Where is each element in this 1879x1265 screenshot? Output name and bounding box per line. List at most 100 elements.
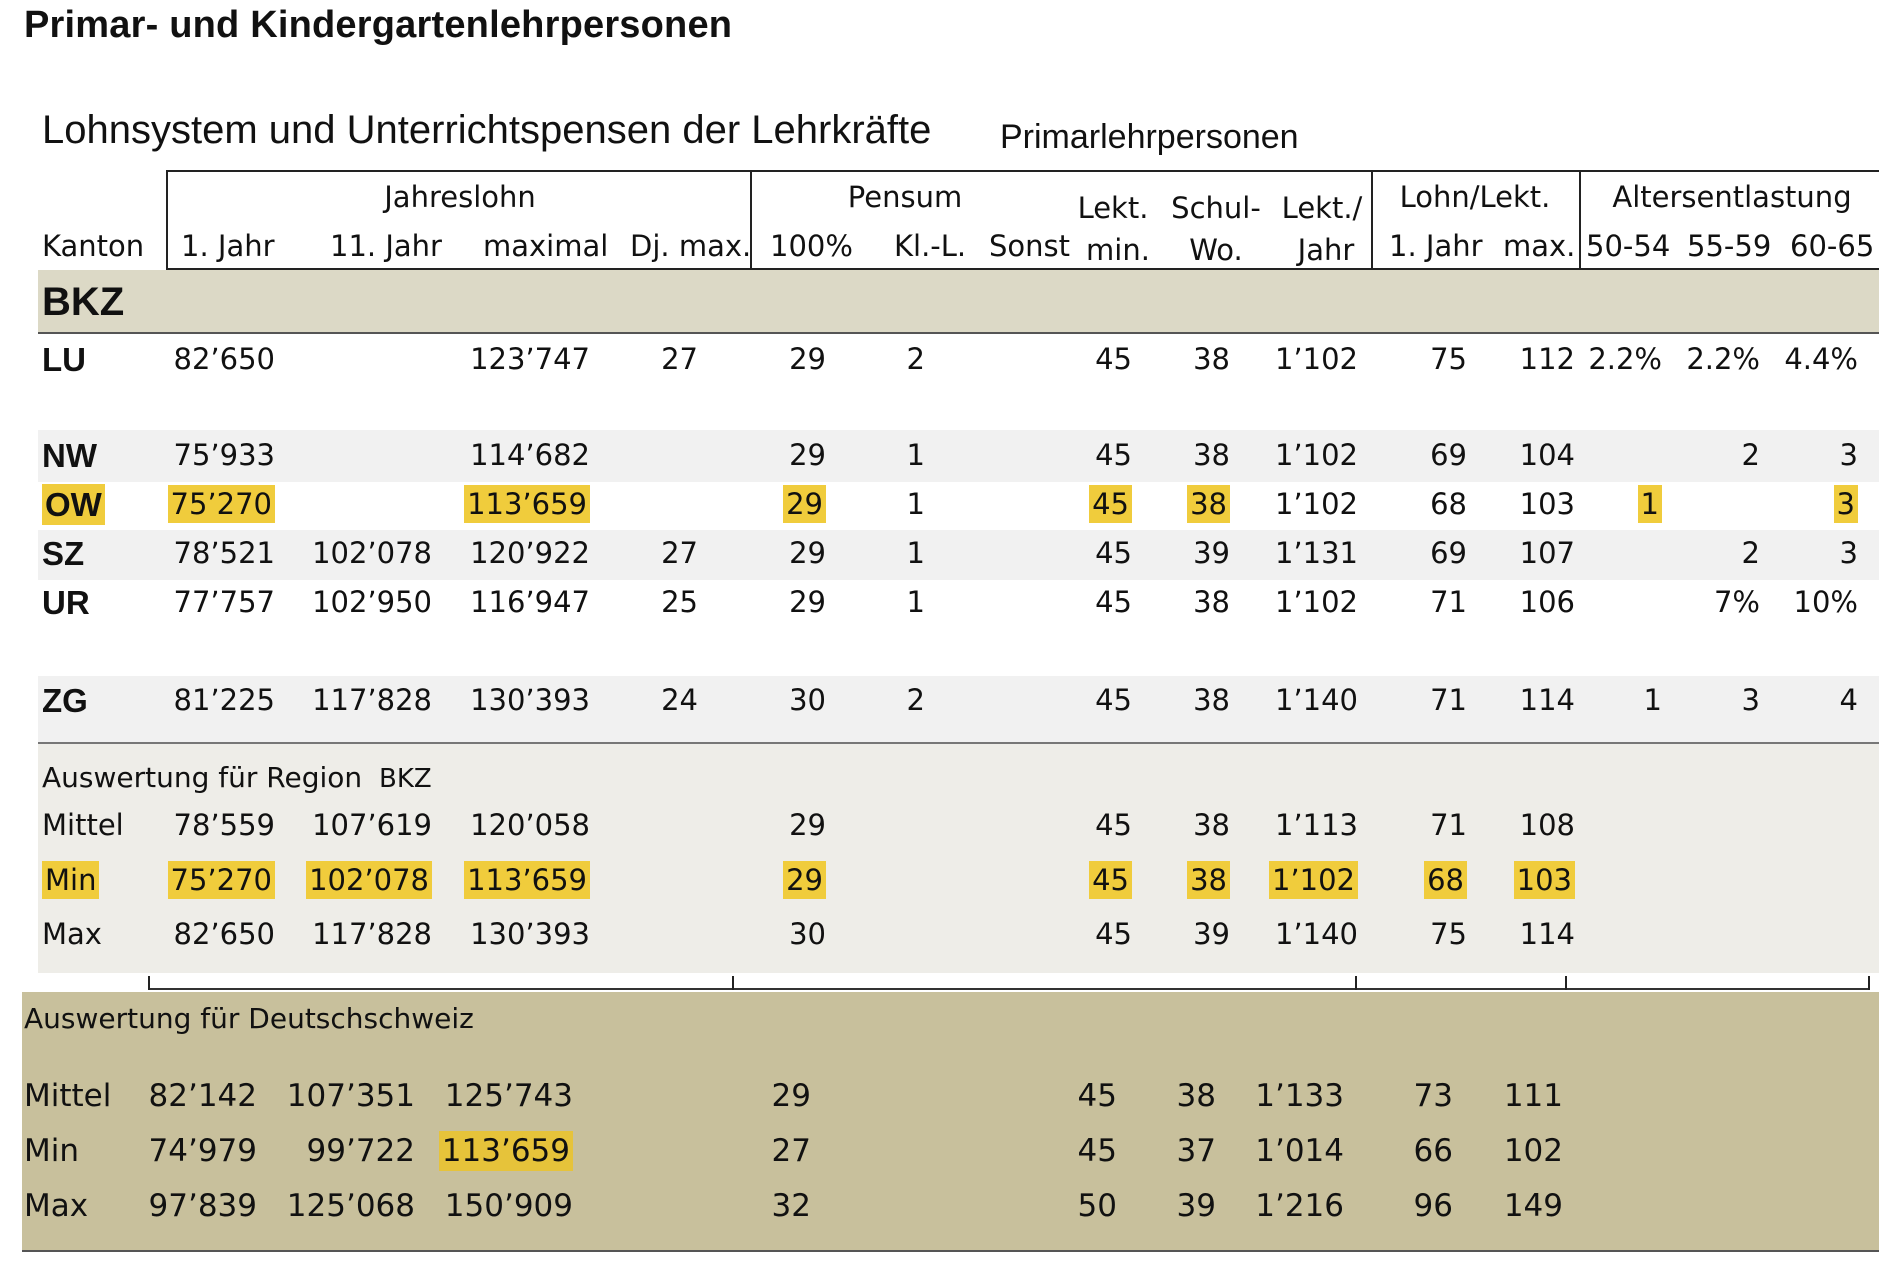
header-lekt-jahr-top: Lekt./	[1281, 191, 1363, 225]
cell-lekt: 45	[1095, 683, 1132, 717]
region-label: BKZ	[42, 280, 125, 324]
cell-lekt-highlight: 45	[1089, 485, 1132, 523]
header-altersentlastung: Altersentlastung	[1612, 180, 1852, 214]
cell-l1: 71	[1430, 585, 1467, 619]
cell-a2: 2	[1741, 536, 1760, 570]
cell-dj: 24	[661, 683, 698, 717]
header-kl-l: Kl.-L.	[894, 229, 967, 263]
ds-bottom-rule	[22, 1250, 1879, 1252]
col-divider-jahreslohn	[750, 170, 752, 270]
ds-cell-j11: 107’351	[286, 1078, 415, 1114]
region-cell-lekt: 45	[1095, 917, 1132, 951]
ds-cell-max: 113’659	[438, 1131, 573, 1171]
cell-l1: 69	[1430, 536, 1467, 570]
header-p100: 100%	[770, 229, 853, 263]
region-cell-lmax: 103	[1513, 861, 1575, 899]
ds-cell-lekt: 45	[1077, 1133, 1117, 1169]
ds-cell-l1: 96	[1413, 1188, 1453, 1224]
kanton-label-highlight: OW	[42, 484, 105, 525]
cell-lmax: 106	[1519, 585, 1575, 619]
region-cell-lekt: 45	[1089, 861, 1132, 899]
cell-l1: 69	[1430, 438, 1467, 472]
region-cell-lmax: 108	[1519, 808, 1575, 842]
region-cell-lj-highlight: 1’102	[1268, 861, 1358, 899]
hidden-tick-2	[732, 976, 734, 990]
cell-kl: 2	[906, 683, 925, 717]
cell-lmax: 107	[1519, 536, 1575, 570]
header-lohn-lekt: Lohn/Lekt.	[1399, 180, 1551, 214]
ds-cell-max: 150’909	[444, 1188, 573, 1224]
ds-cell-p100: 27	[771, 1133, 811, 1169]
cell-j1: 78’521	[173, 536, 275, 570]
region-cell-p100: 29	[789, 808, 826, 842]
region-cell-wo: 39	[1193, 917, 1230, 951]
ds-cell-j1: 74’979	[148, 1133, 257, 1169]
ds-eval-row-label: Min	[24, 1133, 80, 1169]
region-cell-j11: 102’078	[306, 861, 432, 899]
cell-j11: 102’950	[312, 585, 432, 619]
region-cell-max: 130’393	[470, 917, 590, 951]
cell-a3-highlight: 3	[1833, 485, 1858, 523]
cell-j11: 102’078	[312, 536, 432, 570]
cell-a3: 4	[1839, 683, 1858, 717]
cell-kl: 1	[906, 585, 925, 619]
cell-lj: 1’102	[1274, 342, 1358, 376]
cell-lj: 1’102	[1274, 585, 1358, 619]
cell-p100: 29	[789, 536, 826, 570]
cell-j1: 82’650	[173, 342, 275, 376]
cell-dj: 27	[661, 536, 698, 570]
ds-cell-lj: 1’014	[1255, 1133, 1344, 1169]
header-dj-max: Dj. max.	[630, 229, 752, 263]
ds-cell-lekt: 45	[1077, 1078, 1117, 1114]
region-eval-row-label: Max	[42, 917, 102, 951]
header-jahr11: 11. Jahr	[330, 229, 442, 263]
cell-a3: 3	[1833, 485, 1858, 523]
col-divider-kanton	[166, 170, 168, 270]
region-cell-max: 120’058	[470, 808, 590, 842]
cell-a1: 2.2%	[1588, 342, 1662, 376]
cell-lekt: 45	[1095, 438, 1132, 472]
header-bottom-rule	[166, 268, 1879, 270]
region-cell-lj: 1’113	[1274, 808, 1358, 842]
hidden-table-rule	[148, 988, 1870, 990]
cell-p100: 30	[789, 683, 826, 717]
cell-max: 116’947	[470, 585, 590, 619]
region-cell-p100-highlight: 29	[783, 861, 826, 899]
region-cell-max-highlight: 113’659	[464, 861, 590, 899]
cell-j1: 75’270	[167, 485, 275, 523]
cell-p100: 29	[789, 342, 826, 376]
cell-a3: 10%	[1793, 585, 1858, 619]
cell-kl: 2	[906, 342, 925, 376]
region-cell-p100: 29	[783, 861, 826, 899]
cell-a1: 1	[1643, 683, 1662, 717]
ds-cell-j1: 82’142	[148, 1078, 257, 1114]
header-lekt-jahr-bottom: Jahr	[1297, 233, 1355, 267]
region-cell-max: 113’659	[464, 861, 590, 899]
cell-j1: 75’933	[173, 438, 275, 472]
header-maximal: maximal	[483, 229, 609, 263]
cell-dj: 27	[661, 342, 698, 376]
ds-eval-row-label: Mittel	[24, 1078, 112, 1114]
cell-wo: 38	[1187, 485, 1230, 523]
ds-cell-lj: 1’133	[1255, 1078, 1344, 1114]
cell-max: 114’682	[470, 438, 590, 472]
ds-cell-lmax: 149	[1503, 1188, 1563, 1224]
col-divider-pensum	[1371, 170, 1373, 270]
cell-a3: 4.4%	[1784, 342, 1858, 376]
cell-kl: 1	[906, 536, 925, 570]
header-jahr1: 1. Jahr	[181, 229, 275, 263]
cell-a3: 3	[1839, 438, 1858, 472]
cell-lmax: 103	[1519, 487, 1575, 521]
region-cell-lekt-highlight: 45	[1089, 861, 1132, 899]
cell-a2: 2	[1741, 438, 1760, 472]
ds-cell-lj: 1’216	[1255, 1188, 1344, 1224]
kanton-label: OW	[42, 484, 105, 525]
header-kanton: Kanton	[42, 229, 145, 263]
region-cell-lmax: 114	[1519, 917, 1575, 951]
kanton-label: UR	[42, 584, 90, 621]
region-cell-j11: 107’619	[312, 808, 432, 842]
cell-l1: 75	[1430, 342, 1467, 376]
ds-eval-band	[22, 992, 1879, 1250]
ds-cell-j11: 125’068	[286, 1188, 415, 1224]
cell-max: 113’659	[464, 485, 590, 523]
